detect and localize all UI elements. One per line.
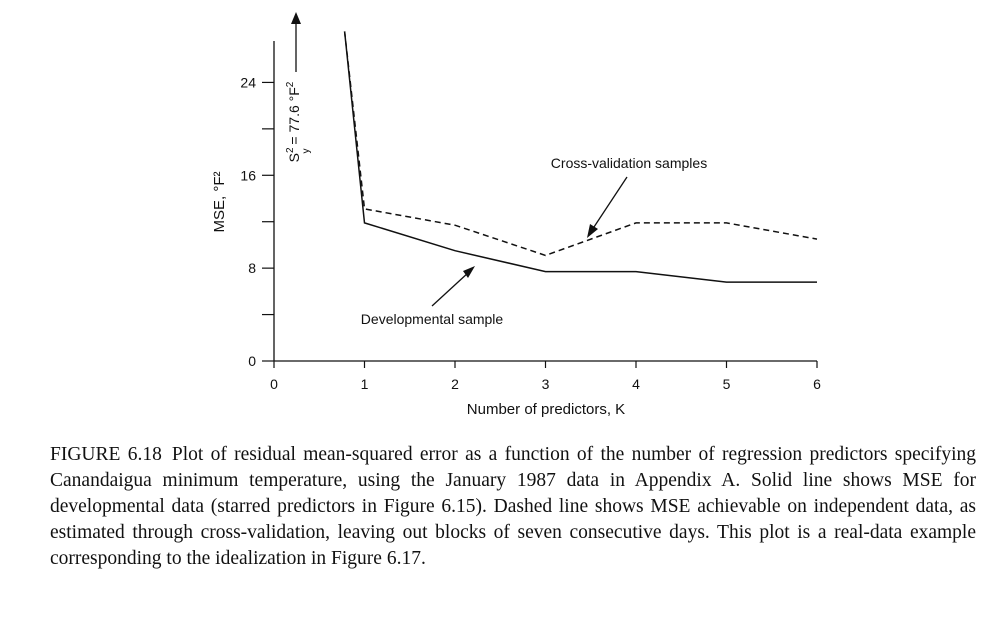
sy-label-part: y <box>301 148 312 153</box>
sy-variance-label: S2 y = 77.6 °F2 <box>285 81 312 162</box>
y-tick-label: 16 <box>240 167 256 183</box>
developmental-arrow-head <box>463 266 475 278</box>
y-tick-label: 24 <box>240 74 256 90</box>
cross-validation-label: Cross-validation samples <box>551 155 707 171</box>
chart-series <box>343 31 818 283</box>
x-tick-label: 2 <box>451 376 459 392</box>
cross-validation-arrow-head <box>587 224 598 238</box>
x-tick-label: 1 <box>361 376 369 392</box>
developmental-arrow-shaft <box>431 271 470 307</box>
x-tick-label: 5 <box>723 376 731 392</box>
sy-arrow-head <box>291 12 301 24</box>
developmental-label: Developmental sample <box>361 311 504 327</box>
mse-chart: 0 1 2 3 4 5 6 0 8 16 24 Number of predictors, K MSE,… <box>211 12 821 418</box>
x-tick-label: 3 <box>542 376 550 392</box>
y-axis-title: MSE, °F² <box>211 171 228 232</box>
figure-caption-label: FIGURE 6.18 <box>50 444 162 465</box>
sy-label-part: S <box>286 153 302 162</box>
series-line-developmental <box>343 31 817 283</box>
sy-label-part: 2 <box>285 147 296 153</box>
x-tick-label: 4 <box>632 376 640 392</box>
cross-validation-arrow-shaft <box>591 176 628 231</box>
figure-caption-text: Plot of residual mean-squared error as a… <box>50 444 976 569</box>
y-tick-label: 0 <box>248 353 256 369</box>
x-axis-title: Number of predictors, K <box>467 401 625 418</box>
sy-label-part: 2 <box>285 81 296 87</box>
series-line-cross-validation <box>343 31 818 257</box>
sy-label-part: = 77.6 °F <box>286 87 302 148</box>
y-tick-label: 8 <box>248 260 256 276</box>
figure-caption: FIGURE 6.18 Plot of residual mean-squared… <box>50 442 976 572</box>
chart-axes: 0 1 2 3 4 5 6 0 8 16 24 Number of predictors, K MSE,… <box>211 41 821 418</box>
x-tick-label: 0 <box>270 376 278 392</box>
x-tick-label: 6 <box>813 376 821 392</box>
